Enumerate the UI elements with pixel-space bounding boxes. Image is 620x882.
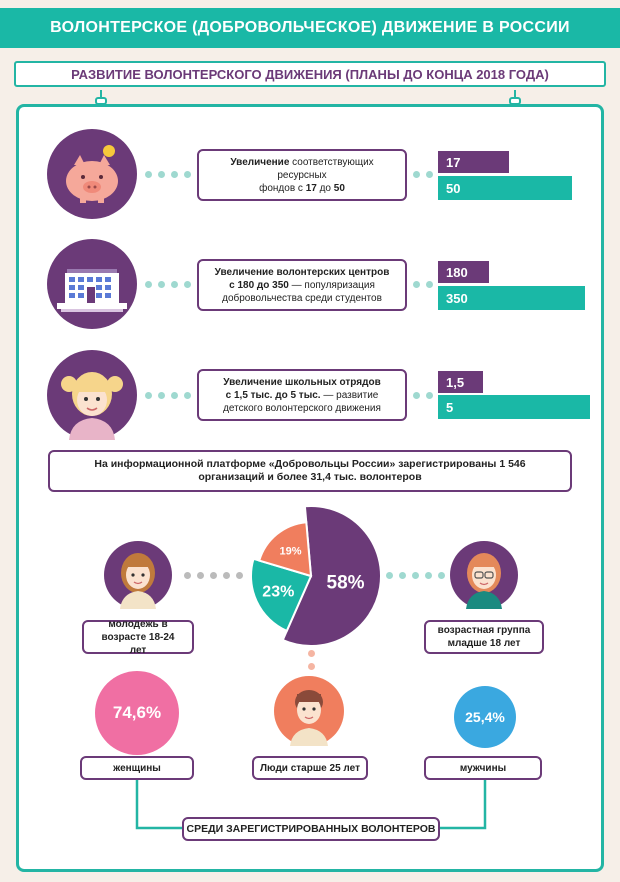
label-men: мужчины [424,756,542,780]
pie-label: 23% [262,584,294,601]
bar-centers-before: 180 [438,261,489,283]
women-stat-circle: 74,6% [95,671,179,755]
page-title: ВОЛОНТЕРСКОЕ (ДОБРОВОЛЬЧЕСКОЕ) ДВИЖЕНИЕ … [0,8,620,48]
age-pie-chart: 58% 23% 19% [250,505,382,647]
connector-dots [145,171,204,178]
label-footer: СРЕДИ ЗАРЕГИСТРИРОВАННЫХ ВОЛОНТЕРОВ [182,817,440,841]
label-under18: возрастная группа младше 18 лет [424,620,544,654]
connector-dots [184,572,243,579]
pie-slice [258,521,313,578]
building-icon [47,239,137,329]
bar-centers-after: 350 [438,286,585,310]
teen-girl-icon [450,541,518,609]
pie-slice [250,557,313,633]
women-value: 74,6% [112,703,162,722]
bracket-connector [135,780,487,830]
label-youth: молодежь в возрасте 18-24 лет [82,619,194,656]
connector-dots [145,392,204,399]
plan-box-centers: Увеличение волонтерских центров с 180 до… [197,259,407,311]
platform-note: На информационной платформе «Добровольцы… [48,450,572,492]
piggy-bank-icon [47,129,137,219]
men-value: 25,4% [465,709,505,725]
bar-school-after: 5 [438,395,590,419]
label-women: женщины [80,756,194,780]
pie-label: 58% [327,572,365,593]
connector-dots [413,392,433,399]
section-subtitle: РАЗВИТИЕ ВОЛОНТЕРСКОГО ДВИЖЕНИЯ (ПЛАНЫ Д… [14,61,606,87]
connector-dots [413,171,433,178]
plan-box-funds: Увеличение соответствующих ресурсных фон… [197,149,407,201]
connector-dots [413,281,433,288]
connector-dots [386,572,445,579]
schoolgirl-icon [47,350,137,440]
bar-school-before: 1,5 [438,371,483,393]
pie-label: 19% [280,546,302,558]
youth-girl-icon [104,541,172,609]
label-older: Люди старше 25 лет [252,756,368,780]
pie-slice [281,505,382,647]
connector-dots [308,650,315,670]
bar-funds-before: 17 [438,151,509,173]
bar-funds-after: 50 [438,176,572,200]
connector-dots [145,281,204,288]
plan-box-school: Увеличение школьных отрядов с 1,5 тыс. д… [197,369,407,421]
men-stat-circle: 25,4% [454,686,516,748]
older-man-icon [274,676,344,746]
